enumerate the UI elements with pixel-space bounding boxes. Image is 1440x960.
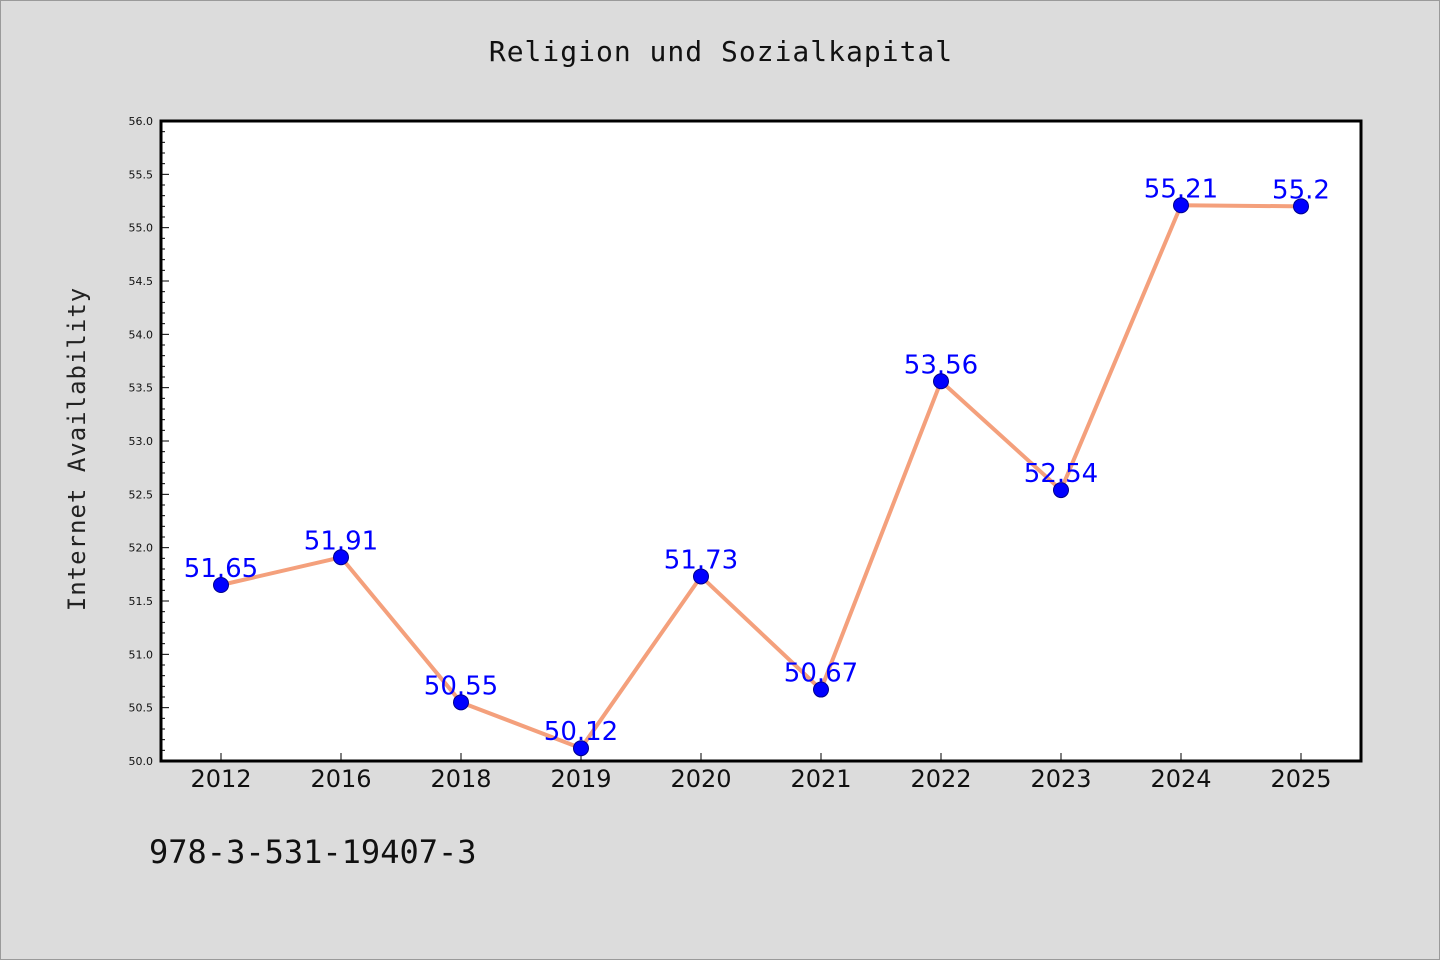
x-tick-label: 2023 <box>1030 765 1091 793</box>
data-label: 50.12 <box>544 717 618 747</box>
x-tick-label: 2018 <box>430 765 491 793</box>
y-tick-label: 56.0 <box>129 115 154 128</box>
x-tick-label: 2024 <box>1150 765 1211 793</box>
plot-area <box>159 119 1363 763</box>
data-label: 51.91 <box>304 526 378 556</box>
y-tick-label: 50.5 <box>129 702 154 715</box>
x-tick-label: 2019 <box>550 765 611 793</box>
y-tick-label: 51.5 <box>129 595 154 608</box>
data-point <box>1053 482 1069 499</box>
series-line <box>219 203 1303 751</box>
data-label-layer: 51.65 51.91 50.55 50.12 51.73 50.67 53.56 52.54… <box>184 174 1330 747</box>
data-point <box>933 373 949 390</box>
data-label: 55.2 <box>1272 175 1330 205</box>
x-tick-label: 2021 <box>790 765 851 793</box>
y-axis: 50.0 50.5 51.0 51.5 52.0 52.5 53.0 53.5 54.0 54.5… <box>129 115 169 768</box>
y-tick-label: 54.0 <box>129 328 154 341</box>
x-tick-label: 2012 <box>190 765 251 793</box>
data-label: 55.21 <box>1144 174 1218 204</box>
data-point <box>453 694 469 711</box>
y-tick-label: 54.5 <box>129 275 154 288</box>
y-tick-label: 51.0 <box>129 648 154 661</box>
x-tick-label: 2025 <box>1270 765 1331 793</box>
x-axis: 2012 2016 2018 2019 2020 2021 2022 2023 2024 2025 <box>190 753 1332 793</box>
y-tick-label: 53.5 <box>129 382 154 395</box>
data-point <box>813 681 829 698</box>
y-tick-label: 50.0 <box>129 755 154 768</box>
data-label: 51.73 <box>664 545 738 575</box>
footer-identifier: 978-3-531-19407-3 <box>149 833 477 871</box>
data-point <box>333 549 349 566</box>
y-tick-label: 55.0 <box>129 222 154 235</box>
data-label: 50.67 <box>784 659 858 689</box>
chart-title: Religion und Sozialkapital <box>488 35 954 68</box>
data-label: 52.54 <box>1024 459 1098 489</box>
data-point <box>693 568 709 585</box>
data-point <box>1293 198 1309 215</box>
data-label: 50.55 <box>424 671 498 701</box>
x-tick-label: 2020 <box>670 765 731 793</box>
y-tick-label: 53.0 <box>129 435 154 448</box>
data-point <box>1173 197 1189 214</box>
x-tick-label: 2016 <box>310 765 371 793</box>
y-tick-label: 55.5 <box>129 168 154 181</box>
data-label: 51.65 <box>184 554 258 584</box>
series-layer <box>213 197 1309 757</box>
data-point <box>213 577 229 593</box>
x-tick-label: 2022 <box>910 765 971 793</box>
y-tick-label: 52.0 <box>129 542 154 555</box>
y-tick-label: 52.5 <box>129 488 154 501</box>
data-point <box>573 740 589 757</box>
data-label: 53.56 <box>904 350 978 380</box>
